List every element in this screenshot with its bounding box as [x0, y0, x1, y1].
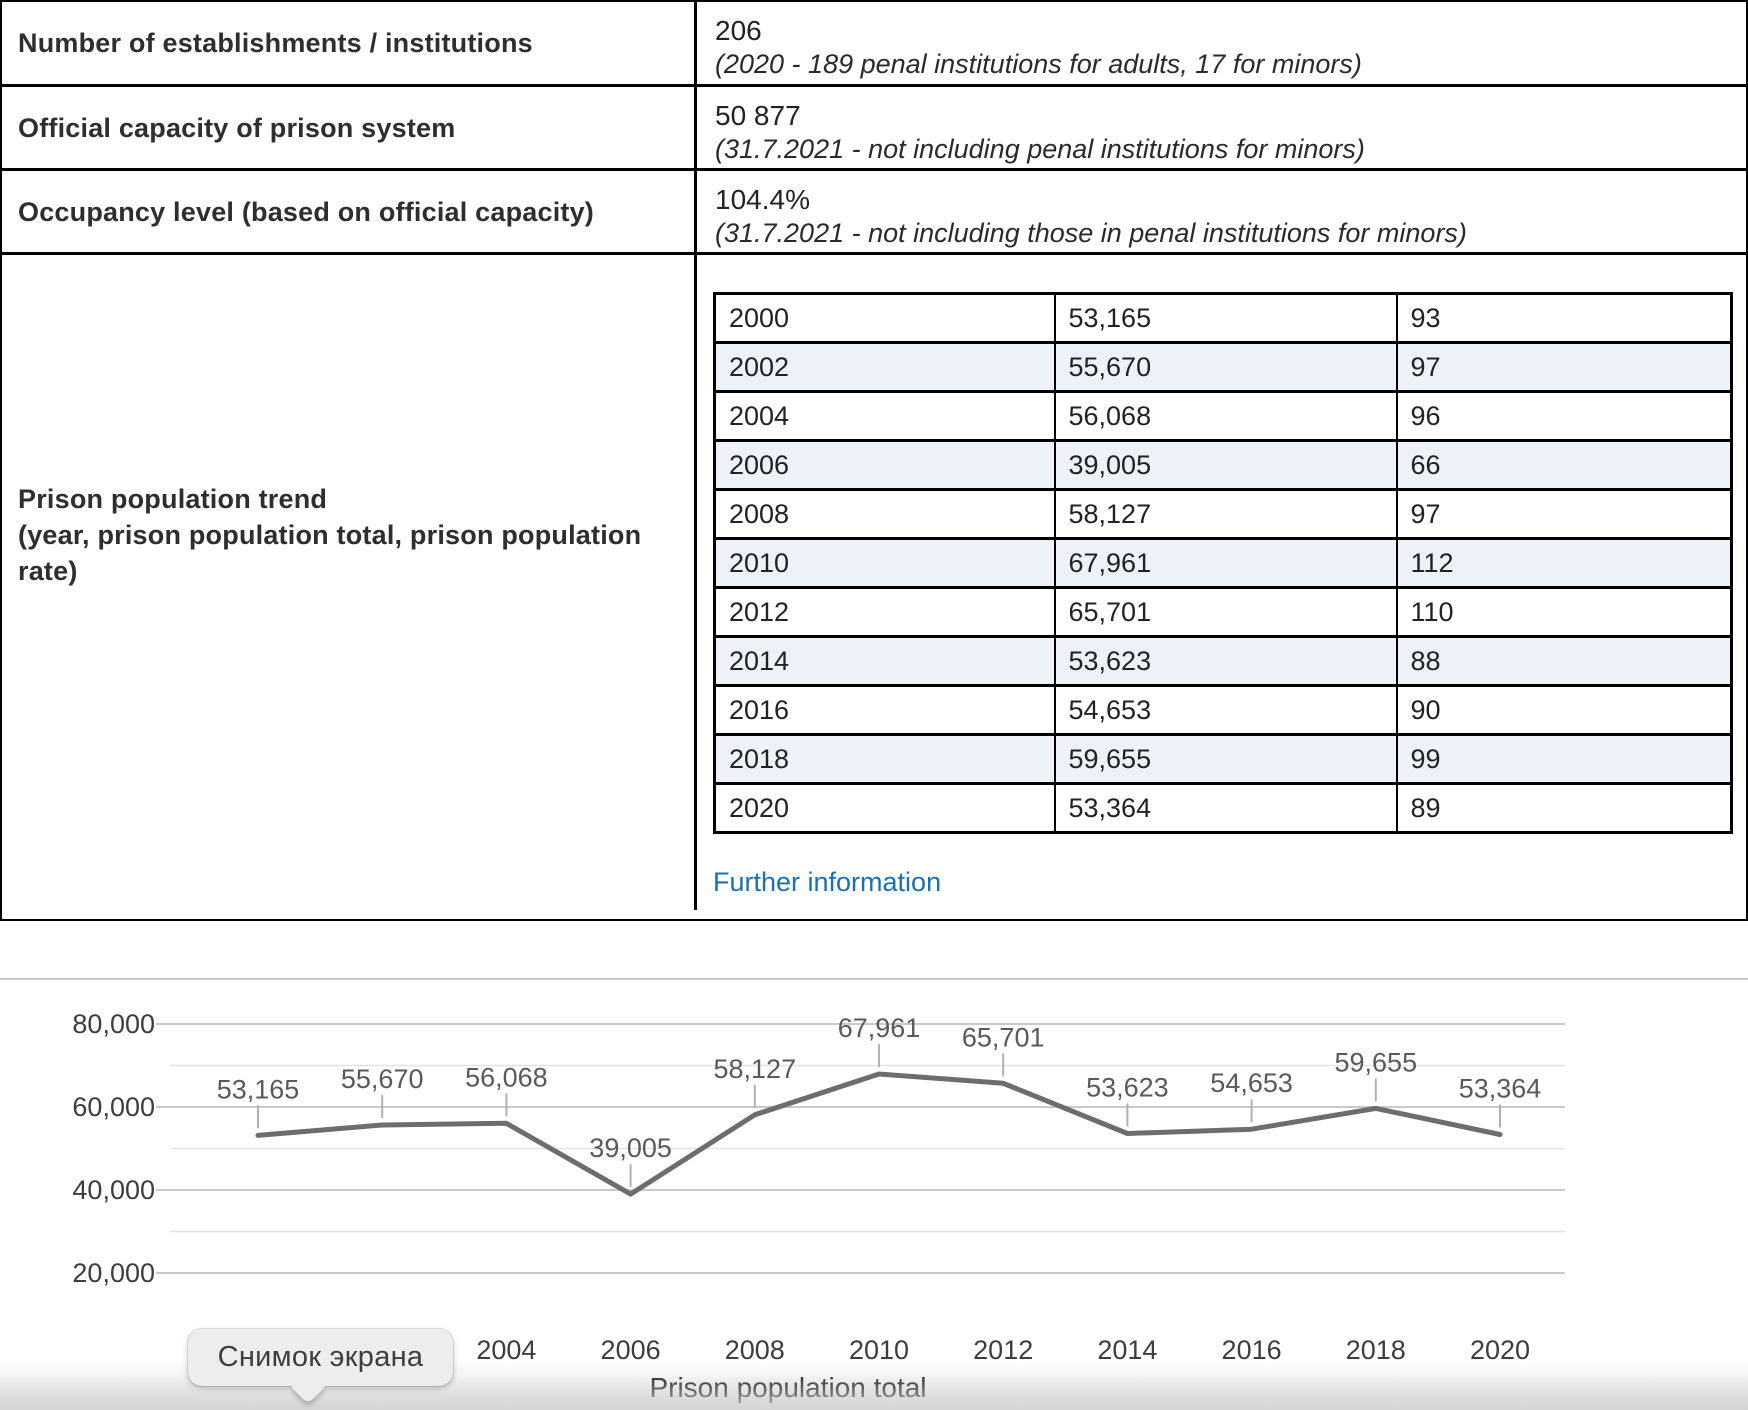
svg-text:2004: 2004: [476, 1335, 536, 1365]
trend-population-rate: 97: [1395, 488, 1733, 540]
trend-row: 2000 53,165 93: [713, 292, 1733, 344]
trend-year: 2014: [713, 635, 1056, 687]
trend-population-rate: 96: [1395, 390, 1733, 442]
svg-text:2012: 2012: [973, 1335, 1033, 1365]
info-row-value-cell: 104.4% (31.7.2021 - not including those i…: [697, 171, 1746, 252]
info-row-label-cell: Official capacity of prison system: [2, 87, 697, 168]
info-row-label: Official capacity of prison system: [18, 112, 456, 143]
trend-row: 2004 56,068 96: [713, 390, 1733, 442]
trend-population-total: 54,653: [1053, 684, 1398, 736]
trend-label-cell: Prison population trend (year, prison po…: [2, 255, 697, 910]
prison-brief-table: Number of establishments / institutions 2…: [0, 0, 1748, 921]
info-row: Official capacity of prison system 50 877…: [2, 87, 1746, 171]
trend-table: 2000 53,165 93 2002 55,670 97 2004 56,068 96 2006…: [713, 292, 1733, 834]
svg-text:58,127: 58,127: [714, 1054, 797, 1084]
trend-year: 2012: [713, 586, 1056, 638]
svg-text:53,623: 53,623: [1086, 1072, 1169, 1102]
trend-year: 2002: [713, 341, 1056, 393]
trend-year: 2004: [713, 390, 1056, 442]
trend-population-total: 53,165: [1053, 292, 1398, 344]
trend-population-total: 67,961: [1053, 537, 1398, 589]
trend-year: 2016: [713, 684, 1056, 736]
trend-row: 2020 53,364 89: [713, 782, 1733, 834]
trend-year: 2018: [713, 733, 1056, 785]
trend-row: 2002 55,670 97: [713, 341, 1733, 393]
info-row-value: 104.4%: [715, 184, 810, 215]
trend-row: 2018 59,655 99: [713, 733, 1733, 785]
info-row: Number of establishments / institutions 2…: [2, 2, 1746, 87]
svg-text:Prison population total: Prison population total: [649, 1372, 926, 1403]
info-row-label-cell: Number of establishments / institutions: [2, 2, 697, 84]
info-row-value-cell: 50 877 (31.7.2021 - not including penal i…: [697, 87, 1746, 168]
trend-year: 2000: [713, 292, 1056, 344]
svg-text:2018: 2018: [1346, 1335, 1406, 1365]
svg-text:55,670: 55,670: [341, 1064, 424, 1094]
trend-population-rate: 66: [1395, 439, 1733, 491]
trend-year: 2006: [713, 439, 1056, 491]
info-row-note: (31.7.2021 - not including those in pena…: [715, 218, 1467, 248]
trend-label: Prison population trend (year, prison po…: [18, 483, 642, 586]
trend-population-rate: 89: [1395, 782, 1733, 834]
svg-text:2008: 2008: [725, 1335, 785, 1365]
info-row-note: (31.7.2021 - not including penal institu…: [715, 134, 1365, 164]
trend-population-total: 53,623: [1053, 635, 1398, 687]
svg-text:53,165: 53,165: [217, 1074, 300, 1104]
svg-text:40,000: 40,000: [72, 1175, 155, 1205]
screenshot-thumbnail-tooltip[interactable]: Снимок экрана: [188, 1329, 453, 1386]
svg-text:2014: 2014: [1097, 1335, 1157, 1365]
screenshot-tooltip-label: Снимок экрана: [217, 1341, 424, 1373]
info-row-label-cell: Occupancy level (based on official capac…: [2, 171, 697, 252]
trend-population-rate: 110: [1395, 586, 1733, 638]
trend-row: 2016 54,653 90: [713, 684, 1733, 736]
trend-population-rate: 99: [1395, 733, 1733, 785]
info-row-value: 206: [715, 15, 762, 46]
trend-row: 2014 53,623 88: [713, 635, 1733, 687]
trend-year: 2008: [713, 488, 1056, 540]
svg-text:20,000: 20,000: [72, 1258, 155, 1288]
trend-population-total: 59,655: [1053, 733, 1398, 785]
svg-text:2006: 2006: [601, 1335, 661, 1365]
svg-text:60,000: 60,000: [72, 1092, 155, 1122]
svg-text:67,961: 67,961: [838, 1013, 921, 1043]
svg-text:59,655: 59,655: [1335, 1047, 1418, 1077]
info-row-value: 50 877: [715, 100, 801, 131]
svg-text:56,068: 56,068: [465, 1062, 548, 1092]
trend-population-rate: 97: [1395, 341, 1733, 393]
info-row-value-cell: 206 (2020 - 189 penal institutions for ad…: [697, 2, 1746, 84]
info-row-label: Occupancy level (based on official capac…: [18, 196, 594, 227]
trend-population-total: 39,005: [1053, 439, 1398, 491]
further-information-link[interactable]: Further information: [713, 867, 942, 897]
svg-text:54,653: 54,653: [1210, 1068, 1293, 1098]
svg-text:2016: 2016: [1222, 1335, 1282, 1365]
info-row-label: Number of establishments / institutions: [18, 28, 533, 58]
trend-population-total: 53,364: [1053, 782, 1398, 834]
prison-population-line-chart: 80,000 60,000 40,000 20,000 53,165 55,670 56,0…: [72, 1009, 1565, 1403]
trend-data-cell: 2000 53,165 93 2002 55,670 97 2004 56,068 96 2006…: [697, 255, 1746, 910]
svg-text:39,005: 39,005: [589, 1133, 672, 1163]
trend-population-total: 58,127: [1053, 488, 1398, 540]
trend-row: 2008 58,127 97: [713, 488, 1733, 540]
trend-year: 2020: [713, 782, 1056, 834]
trend-row: 2010 67,961 112: [713, 537, 1733, 589]
info-rows: Number of establishments / institutions 2…: [2, 2, 1746, 255]
svg-text:53,364: 53,364: [1459, 1074, 1542, 1104]
trend-row: 2012 65,701 110: [713, 586, 1733, 638]
svg-text:65,701: 65,701: [962, 1022, 1045, 1052]
trend-population-total: 65,701: [1053, 586, 1398, 638]
trend-population-rate: 90: [1395, 684, 1733, 736]
trend-population-rate: 112: [1395, 537, 1733, 589]
trend-year: 2010: [713, 537, 1056, 589]
info-row-note: (2020 - 189 penal institutions for adult…: [715, 49, 1362, 79]
svg-text:2010: 2010: [849, 1335, 909, 1365]
svg-text:80,000: 80,000: [72, 1009, 155, 1039]
trend-population-total: 55,670: [1053, 341, 1398, 393]
svg-text:2020: 2020: [1470, 1335, 1530, 1365]
trend-population-total: 56,068: [1053, 390, 1398, 442]
trend-population-rate: 88: [1395, 635, 1733, 687]
trend-population-rate: 93: [1395, 292, 1733, 344]
info-row: Occupancy level (based on official capac…: [2, 171, 1746, 255]
trend-row: 2006 39,005 66: [713, 439, 1733, 491]
trend-row-section: Prison population trend (year, prison po…: [2, 255, 1746, 910]
